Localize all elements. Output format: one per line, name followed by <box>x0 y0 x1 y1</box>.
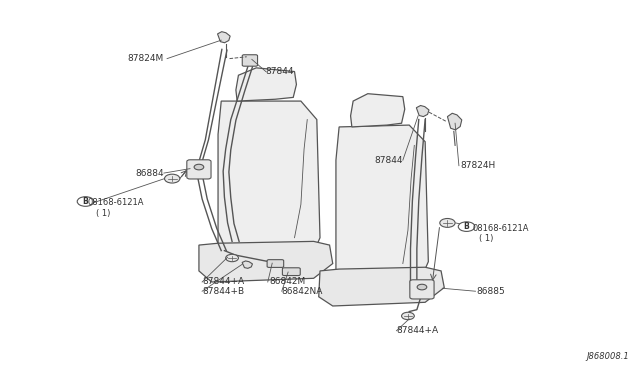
Text: 87844+A: 87844+A <box>202 278 244 286</box>
Text: 87844: 87844 <box>266 67 294 76</box>
Text: B: B <box>464 222 469 231</box>
Text: 87824M: 87824M <box>127 54 164 63</box>
FancyBboxPatch shape <box>282 268 300 276</box>
Text: 87844+A: 87844+A <box>396 326 438 335</box>
Text: 87844: 87844 <box>374 155 403 165</box>
Polygon shape <box>218 101 320 256</box>
Text: J868008.1: J868008.1 <box>586 352 629 361</box>
FancyBboxPatch shape <box>187 160 211 179</box>
Text: 86884: 86884 <box>135 169 164 177</box>
Polygon shape <box>218 32 230 43</box>
Text: 86842NA: 86842NA <box>282 287 323 296</box>
Text: 87844+B: 87844+B <box>202 287 244 296</box>
Circle shape <box>440 218 455 227</box>
Polygon shape <box>199 241 333 282</box>
Polygon shape <box>351 94 404 127</box>
Circle shape <box>417 284 427 290</box>
Circle shape <box>164 174 180 183</box>
Polygon shape <box>336 125 428 280</box>
Text: 87824H: 87824H <box>460 161 495 170</box>
Polygon shape <box>236 68 296 101</box>
Text: B: B <box>83 197 88 206</box>
FancyBboxPatch shape <box>243 55 257 66</box>
Polygon shape <box>417 106 429 116</box>
Polygon shape <box>319 267 444 306</box>
Text: 86885: 86885 <box>476 287 505 296</box>
Circle shape <box>77 197 94 206</box>
Circle shape <box>458 222 475 231</box>
Text: ( 1): ( 1) <box>479 234 493 243</box>
Text: 86842M: 86842M <box>269 278 305 286</box>
Text: ( 1): ( 1) <box>96 209 110 218</box>
Circle shape <box>401 312 414 320</box>
Circle shape <box>194 164 204 170</box>
FancyBboxPatch shape <box>410 280 434 299</box>
Circle shape <box>226 254 239 262</box>
Text: 08168-6121A: 08168-6121A <box>473 224 529 233</box>
Text: 08168-6121A: 08168-6121A <box>88 198 144 207</box>
Polygon shape <box>447 113 462 130</box>
Polygon shape <box>242 261 252 268</box>
FancyBboxPatch shape <box>267 260 284 267</box>
